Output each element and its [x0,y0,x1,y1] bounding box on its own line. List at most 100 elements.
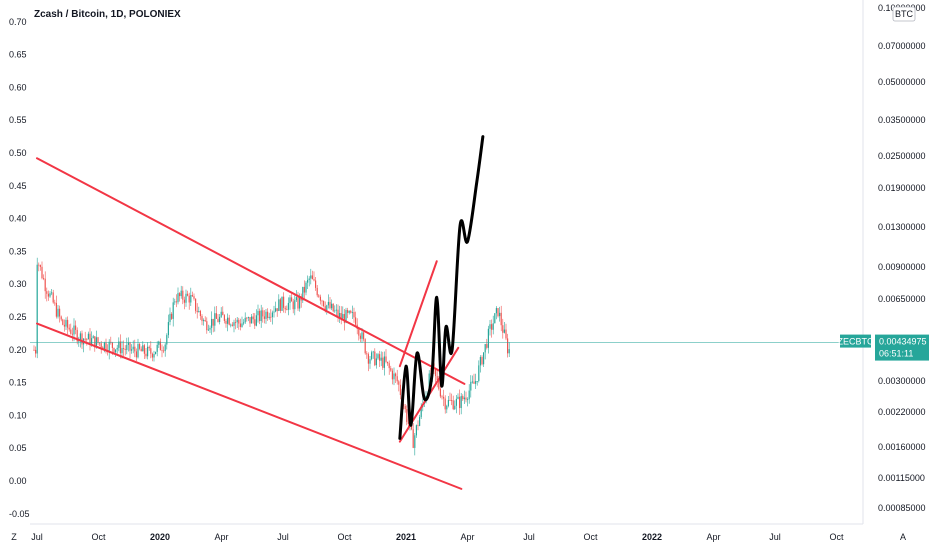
right-tick-label: 0.00160000 [878,442,926,452]
candle [67,316,69,335]
candle [71,327,73,342]
candle [348,310,350,315]
right-tick-label: 0.00300000 [878,376,926,386]
x-tick-label: Oct [337,532,352,542]
candle [399,379,401,400]
candle [377,352,379,360]
candle [436,370,438,388]
candle [395,372,397,383]
candle [123,340,125,356]
candle [246,316,248,322]
right-tick-label: 0.01900000 [878,183,926,193]
candle [54,299,56,306]
candle [119,334,121,359]
candle [59,305,61,323]
candle [334,305,336,313]
candle [190,287,192,307]
right-tick-label: 0.07000000 [878,41,926,51]
candle [492,315,494,335]
x-tick-label: Oct [829,532,844,542]
candle [126,337,128,355]
candle [55,295,57,319]
candle [233,319,235,333]
right-axis-unit[interactable]: BTC [892,6,916,22]
candle [337,304,339,322]
candle [335,304,337,318]
candle [135,348,137,361]
candle [385,349,387,364]
candle [275,301,277,313]
candle [209,325,211,334]
candle [367,352,369,372]
left-tick-label: 0.20 [9,345,27,355]
candle [475,373,477,389]
candle [145,347,147,359]
candle [195,298,197,314]
candle [451,393,453,406]
candle [473,373,475,384]
price-value: 0.00434975 [879,337,927,347]
candles [33,257,510,456]
candle [68,324,70,332]
trendline-lower-channel[interactable] [36,322,463,490]
candle [460,393,462,415]
candle [204,316,206,322]
candle [148,345,150,351]
candle [191,291,193,297]
candle [271,310,273,325]
projected-path[interactable] [398,135,485,440]
candle [60,315,62,322]
candle [118,337,120,352]
candle [222,306,224,316]
price-tag: ZECBTC 0.00434975 06:51:11 [838,334,929,361]
candle [220,307,222,319]
candle [177,287,179,305]
candle [383,351,385,376]
candle [100,340,102,354]
candle [41,261,43,280]
x-axis[interactable]: Jul Oct 2020 Apr Jul Oct 2021 Apr Jul Oct 2022 Apr J… [31,532,844,542]
left-axis[interactable]: 0.70 0.65 0.60 0.55 0.50 0.45 0.40 0.35 0.30 0.25… [9,17,30,519]
candle [239,318,241,331]
right-tick-label: 0.00900000 [878,262,926,272]
candle [283,292,285,313]
candle [332,303,334,313]
candle [140,346,142,352]
candle [310,268,312,285]
left-tick-label: 0.15 [9,378,27,388]
candle [147,342,149,360]
candle [193,293,195,301]
candle [265,309,267,324]
candle [188,292,190,310]
candle [201,314,203,326]
candle [247,316,249,322]
trendline-upper-channel[interactable] [36,157,466,385]
candle [463,390,465,404]
candle [97,336,99,345]
candle [172,297,174,327]
left-tick-label: 0.35 [9,246,27,256]
candle [503,322,505,334]
candle [441,394,443,400]
candle [150,341,152,359]
candle [116,344,118,354]
candle [443,389,445,407]
candle [286,305,288,311]
trendline-flag-upper[interactable] [398,260,438,368]
candle [486,338,488,350]
candle [342,306,344,319]
candle [131,344,133,354]
candle [212,318,214,333]
corner-right[interactable]: A [900,532,906,542]
candle [364,338,366,355]
candle [251,313,253,324]
x-tick-label: Apr [706,532,720,542]
left-tick-label: 0.00 [9,476,27,486]
candle [254,313,256,330]
corner-left[interactable]: Z [11,532,17,542]
candle [47,290,49,301]
candle [393,367,395,386]
candle [180,285,182,299]
price-tag-bg [875,334,929,361]
candle [166,333,168,350]
